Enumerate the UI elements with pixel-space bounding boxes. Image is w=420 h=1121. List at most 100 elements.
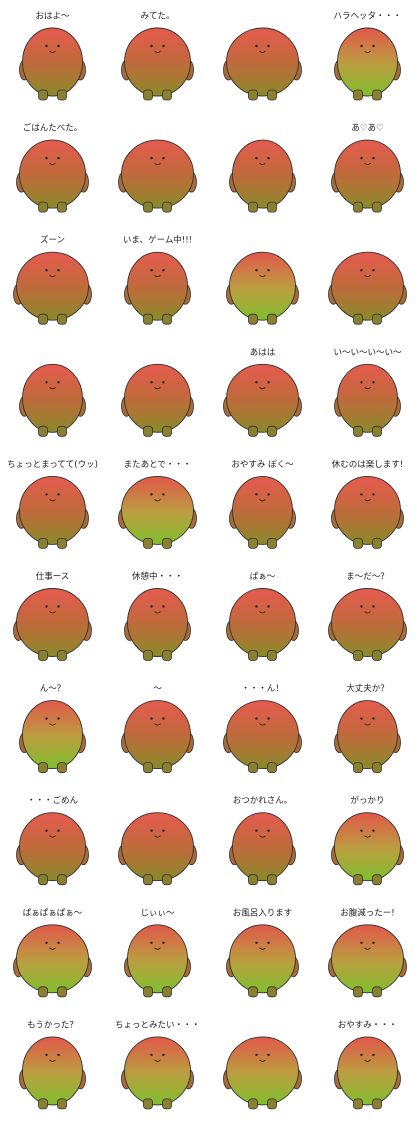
eye xyxy=(267,44,270,48)
sticker: おつかれさん。 xyxy=(229,796,296,886)
caption: 仕事ース xyxy=(36,571,70,582)
eye xyxy=(150,829,153,832)
blob-body xyxy=(22,363,83,433)
mouth xyxy=(154,499,161,502)
blob-body xyxy=(124,1036,191,1106)
sticker: 休憩中・・・ xyxy=(124,571,191,661)
blob-body xyxy=(229,251,296,321)
eye xyxy=(162,493,165,496)
leg xyxy=(372,986,382,998)
eye xyxy=(372,941,375,944)
mouth xyxy=(259,723,266,726)
leg xyxy=(248,313,258,325)
leg xyxy=(353,1098,363,1110)
leg xyxy=(143,986,153,998)
caption: ぱぁぱぁぱぁ〜 xyxy=(23,908,83,918)
eye xyxy=(267,269,270,272)
eye xyxy=(255,381,258,384)
sticker: ごはんたべた。 xyxy=(16,123,89,213)
leg xyxy=(38,874,48,886)
blob-body xyxy=(121,812,194,882)
eye xyxy=(267,941,270,944)
eye xyxy=(255,829,258,832)
eye xyxy=(267,493,270,496)
sticker: ちょっとまってて(ウッ) xyxy=(7,460,98,549)
eye xyxy=(150,269,153,272)
eye xyxy=(57,717,60,720)
eye xyxy=(150,1053,153,1057)
eye xyxy=(255,493,258,496)
sticker: ぱぁぱぁぱぁ〜 xyxy=(13,908,92,998)
blob-body xyxy=(22,700,83,770)
blob-body xyxy=(337,363,398,433)
eye xyxy=(57,829,60,832)
blob-body xyxy=(124,27,191,97)
leg xyxy=(143,425,153,437)
blob-body xyxy=(331,924,404,994)
blob-body xyxy=(127,924,188,994)
leg xyxy=(372,1098,382,1110)
caption: ん〜？ xyxy=(40,684,66,694)
caption: がっかり xyxy=(350,795,384,806)
caption: い〜い〜い〜い〜 xyxy=(333,348,402,358)
mouth xyxy=(154,611,161,614)
eye xyxy=(267,156,270,160)
leg xyxy=(57,874,67,886)
eye xyxy=(162,941,165,944)
blob-body xyxy=(226,700,299,770)
caption: ぱぁ〜 xyxy=(250,572,276,582)
blob-body xyxy=(127,251,188,321)
leg xyxy=(143,762,153,773)
eye xyxy=(150,381,153,384)
mouth xyxy=(154,835,161,838)
mouth xyxy=(259,387,266,390)
mouth xyxy=(259,835,266,838)
eye xyxy=(267,605,270,608)
blob-body xyxy=(16,588,89,657)
eye xyxy=(372,829,375,832)
eye xyxy=(267,1053,270,1057)
leg xyxy=(353,89,363,101)
leg xyxy=(162,425,172,437)
caption: ちょっとみたい・・・ xyxy=(115,1020,200,1030)
sticker xyxy=(223,1036,302,1110)
eye xyxy=(372,1053,375,1057)
leg xyxy=(162,762,172,773)
eye xyxy=(150,605,153,608)
eye xyxy=(372,156,375,160)
eye xyxy=(150,717,153,720)
sticker: ま〜だ〜？ xyxy=(328,572,407,661)
eye xyxy=(360,44,363,48)
blob-body xyxy=(16,924,89,994)
sticker xyxy=(229,139,296,213)
mouth xyxy=(364,1059,371,1062)
eye xyxy=(267,381,270,384)
leg xyxy=(57,986,67,998)
leg xyxy=(143,874,153,886)
eye xyxy=(45,605,48,608)
caption: みてた。 xyxy=(140,12,174,22)
eye xyxy=(255,605,258,608)
leg xyxy=(38,1098,48,1110)
leg xyxy=(353,762,363,773)
sticker xyxy=(118,139,197,213)
leg xyxy=(57,425,67,437)
leg xyxy=(162,89,172,101)
sticker xyxy=(118,812,197,886)
sticker: がっかり xyxy=(331,795,404,886)
blob-body xyxy=(22,1036,83,1106)
leg xyxy=(38,425,48,437)
mouth xyxy=(49,723,56,726)
sticker: あ♡あ♡ xyxy=(331,124,404,213)
eye xyxy=(57,605,60,608)
caption: 休憩中・・・ xyxy=(132,571,183,582)
leg xyxy=(143,650,153,661)
eye xyxy=(267,717,270,720)
leg xyxy=(143,201,153,213)
eye xyxy=(255,269,258,272)
sticker: またあとで・・・ xyxy=(118,460,197,549)
leg xyxy=(248,1098,258,1110)
eye xyxy=(45,1053,48,1057)
eye xyxy=(57,44,60,48)
blob-body xyxy=(16,251,89,321)
